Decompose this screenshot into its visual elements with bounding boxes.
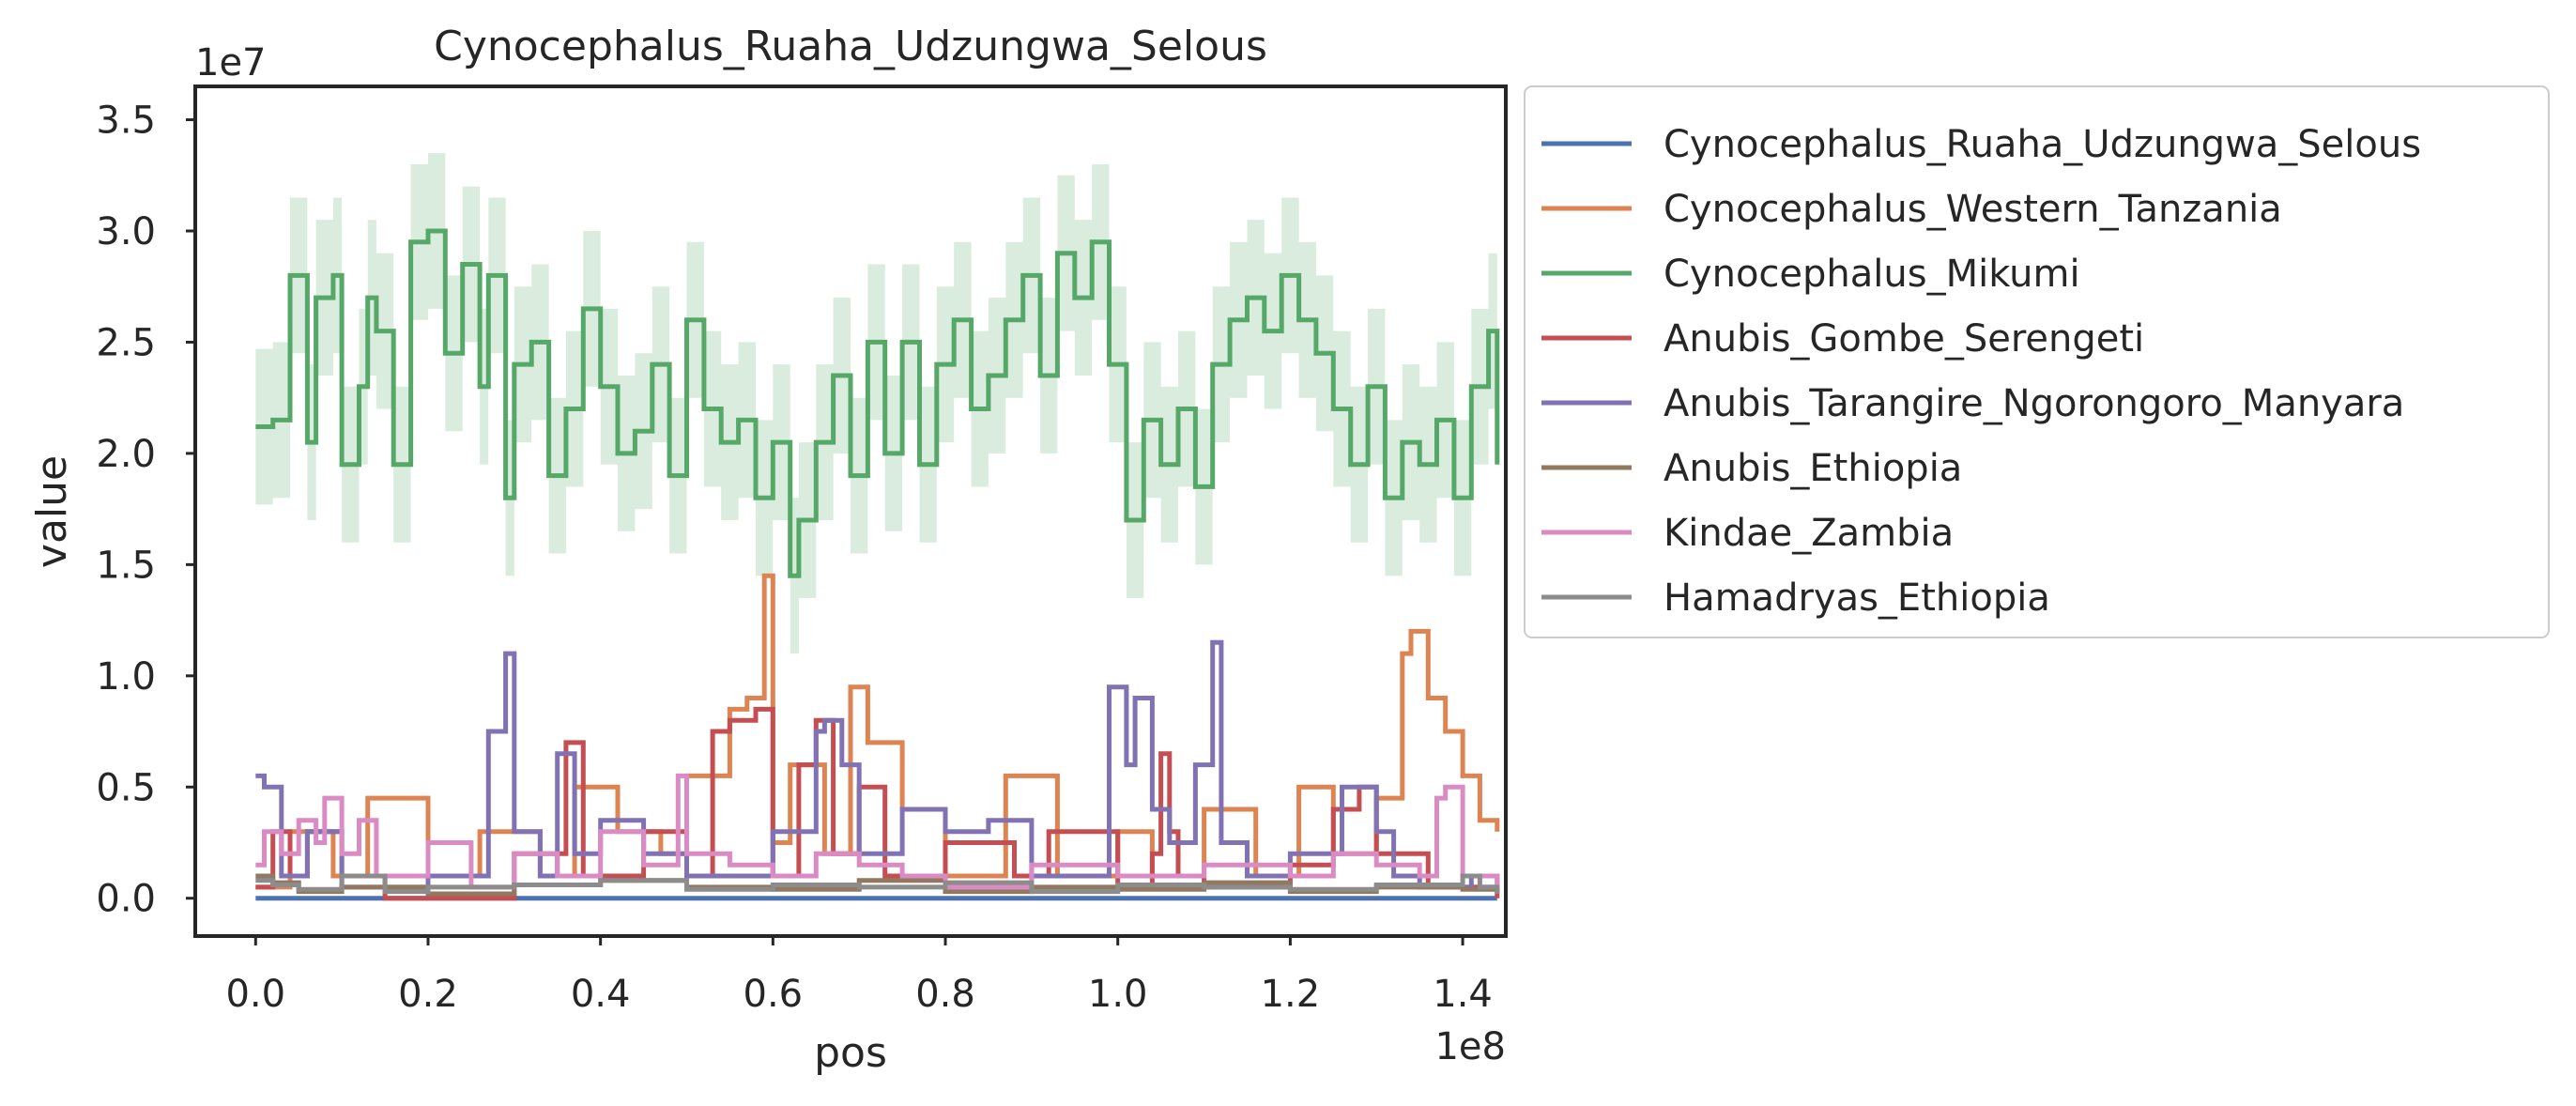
series-line-6 [255,773,1500,890]
y-offset-text: 1e7 [195,41,267,84]
y-tick-label-6: 3.0 [96,210,156,253]
x-axis-ticks: 0.0 0.2 0.4 0.6 0.8 1.0 1.2 1.4 [225,936,1493,1016]
y-tick-label-5: 2.5 [96,321,156,364]
legend-label-1: Cynocephalus_Western_Tanzania [1664,188,2282,231]
y-tick-label-1: 0.5 [96,766,156,809]
legend-label-0: Cynocephalus_Ruaha_Udzungwa_Selous [1664,123,2421,166]
chart-title: Cynocephalus_Ruaha_Udzungwa_Selous [434,23,1267,70]
series-line-2 [255,228,1500,578]
x-tick-label-6: 1.2 [1261,973,1321,1016]
x-tick-label-4: 0.8 [915,973,975,1016]
y-tick-label-0: 0.0 [96,878,156,921]
legend: Cynocephalus_Ruaha_Udzungwa_Selous Cynoce… [1524,85,2550,638]
series-line-7 [255,873,1500,895]
x-tick-label-3: 0.6 [744,973,804,1016]
x-tick-label-0: 0.0 [225,973,285,1016]
y-axis-ticks: 0.0 0.5 1.0 1.5 2.0 2.5 3.0 3.5 [96,100,195,921]
x-tick-label-7: 1.4 [1433,973,1493,1016]
x-axis-label: pos [814,1029,887,1077]
y-tick-label-2: 1.0 [96,655,156,699]
plot-frame [193,84,1508,938]
x-offset-text: 1e8 [1434,1025,1506,1068]
series-band-2 [255,153,1497,654]
legend-label-6: Kindae_Zambia [1664,512,1954,555]
series-line-4 [255,639,1500,890]
x-tick-label-2: 0.4 [571,973,631,1016]
x-tick-label-1: 0.2 [398,973,458,1016]
series-line-3 [255,706,1500,901]
plot-area [255,153,1500,901]
legend-label-7: Hamadryas_Ethiopia [1664,576,2050,620]
legend-label-3: Anubis_Gombe_Serengeti [1664,317,2144,361]
y-tick-label-4: 2.0 [96,433,156,476]
y-tick-label-3: 1.5 [96,544,156,587]
y-tick-label-7: 3.5 [96,100,156,143]
legend-label-2: Cynocephalus_Mikumi [1664,253,2080,296]
y-axis-label: value [28,455,76,568]
legend-frame [1524,85,2550,638]
x-tick-label-5: 1.0 [1088,973,1148,1016]
legend-label-5: Anubis_Ethiopia [1664,447,1962,490]
legend-label-4: Anubis_Tarangire_Ngorongoro_Manyara [1664,382,2404,425]
